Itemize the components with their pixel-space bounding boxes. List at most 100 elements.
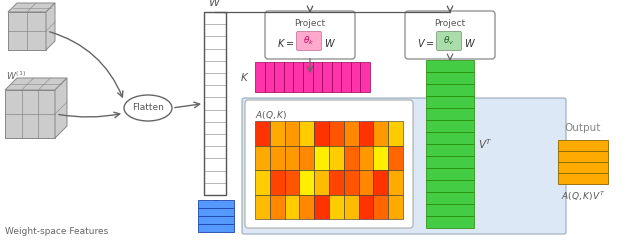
Bar: [204, 36, 226, 48]
Text: Project: Project: [294, 18, 326, 28]
Bar: [204, 97, 226, 110]
Bar: [270, 145, 285, 170]
Bar: [314, 121, 329, 145]
Bar: [329, 194, 344, 219]
Bar: [255, 194, 270, 219]
Bar: [204, 85, 226, 97]
Bar: [314, 170, 329, 194]
Bar: [300, 145, 314, 170]
Bar: [358, 121, 373, 145]
Bar: [388, 170, 403, 194]
Bar: [285, 194, 300, 219]
Bar: [204, 146, 226, 158]
FancyBboxPatch shape: [296, 31, 321, 50]
Bar: [204, 48, 226, 61]
Text: Project: Project: [435, 18, 465, 28]
Bar: [388, 145, 403, 170]
Polygon shape: [8, 3, 55, 12]
Bar: [303, 62, 312, 92]
Bar: [360, 62, 370, 92]
Bar: [426, 180, 474, 192]
Bar: [204, 73, 226, 85]
Bar: [312, 62, 322, 92]
Bar: [255, 145, 270, 170]
Bar: [426, 144, 474, 156]
Text: $W$: $W$: [324, 37, 336, 49]
Bar: [426, 84, 474, 96]
Bar: [426, 204, 474, 216]
Text: $V^T$: $V^T$: [478, 137, 493, 151]
Bar: [204, 24, 226, 36]
Bar: [373, 145, 388, 170]
Bar: [255, 121, 270, 145]
Bar: [314, 145, 329, 170]
Text: $W$: $W$: [209, 0, 221, 8]
Bar: [558, 140, 608, 151]
Bar: [285, 170, 300, 194]
Text: $K=$: $K=$: [277, 37, 294, 49]
Bar: [426, 96, 474, 108]
Bar: [314, 194, 329, 219]
Text: $W$: $W$: [464, 37, 476, 49]
Bar: [300, 194, 314, 219]
Text: $A(Q, K)$: $A(Q, K)$: [255, 109, 287, 121]
Bar: [341, 62, 351, 92]
Bar: [426, 108, 474, 120]
Bar: [388, 121, 403, 145]
Polygon shape: [5, 90, 55, 138]
Bar: [351, 62, 360, 92]
Bar: [198, 208, 234, 216]
Text: Weight-space Features: Weight-space Features: [5, 227, 108, 236]
Bar: [329, 145, 344, 170]
Bar: [264, 62, 274, 92]
Bar: [198, 216, 234, 224]
Bar: [358, 170, 373, 194]
Bar: [270, 170, 285, 194]
Text: $\theta_k$: $\theta_k$: [303, 35, 315, 47]
Bar: [285, 145, 300, 170]
Text: $K$: $K$: [241, 71, 250, 83]
Bar: [426, 168, 474, 180]
Bar: [255, 170, 270, 194]
FancyBboxPatch shape: [242, 98, 566, 234]
Bar: [344, 194, 358, 219]
Bar: [373, 170, 388, 194]
Polygon shape: [5, 78, 67, 90]
Ellipse shape: [124, 95, 172, 121]
Bar: [300, 121, 314, 145]
Bar: [204, 110, 226, 122]
Bar: [426, 132, 474, 144]
Bar: [344, 121, 358, 145]
Bar: [426, 72, 474, 84]
Bar: [204, 12, 226, 195]
Bar: [426, 60, 474, 72]
Text: $A(Q,K)V^T$: $A(Q,K)V^T$: [561, 190, 605, 204]
Bar: [300, 170, 314, 194]
Bar: [198, 200, 234, 208]
Bar: [204, 158, 226, 171]
Bar: [255, 62, 264, 92]
Bar: [344, 145, 358, 170]
Bar: [274, 62, 284, 92]
Bar: [426, 216, 474, 228]
Bar: [198, 224, 234, 232]
Bar: [329, 170, 344, 194]
Bar: [204, 183, 226, 195]
Bar: [204, 61, 226, 73]
Bar: [558, 173, 608, 184]
Text: $W^{(2)}$: $W^{(2)}$: [19, 0, 40, 1]
Text: $Q$: $Q$: [210, 198, 220, 211]
Bar: [373, 194, 388, 219]
Bar: [558, 151, 608, 162]
Bar: [204, 12, 226, 24]
FancyBboxPatch shape: [265, 11, 355, 59]
Bar: [285, 121, 300, 145]
Bar: [426, 120, 474, 132]
Bar: [204, 134, 226, 146]
Text: Flatten: Flatten: [132, 103, 164, 113]
Bar: [270, 194, 285, 219]
Bar: [358, 145, 373, 170]
Bar: [344, 170, 358, 194]
Bar: [426, 156, 474, 168]
Text: Output: Output: [565, 123, 601, 133]
